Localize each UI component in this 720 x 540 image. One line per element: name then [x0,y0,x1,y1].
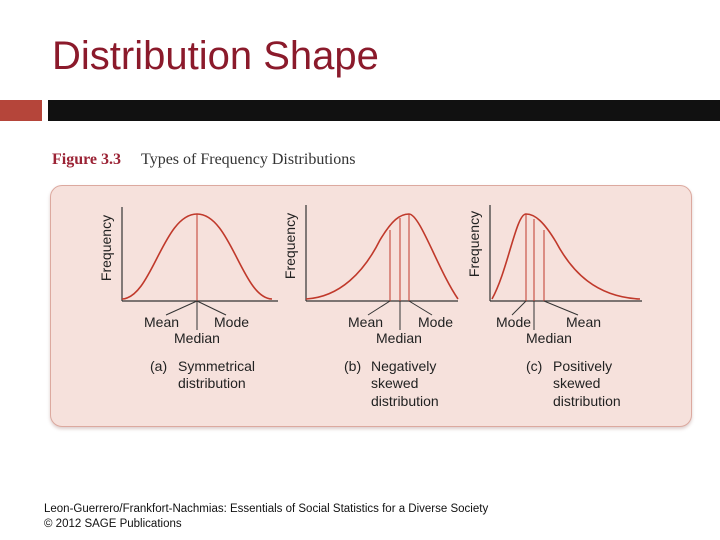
slide-title: Distribution Shape [52,34,379,78]
label-median-c: Median [526,330,572,346]
pointer-mean-b [367,300,391,316]
pointer-mode-b [408,300,433,316]
label-mode-b: Mode [418,314,453,330]
description-b-line1: Negatively [371,358,436,374]
description-c-line2: skewed [553,375,600,391]
panel-letter-c: (c) [526,358,542,374]
pointer-mean-a [165,300,198,316]
figure-panel [50,185,692,427]
label-mode-c: Mode [496,314,531,330]
footer-line-1: Leon-Guerrero/Frankfort-Nachmias: Essent… [44,503,489,515]
figure-title: Types of Frequency Distributions [141,151,356,168]
label-mode-a: Mode [214,314,249,330]
panel-negatively-skewed: Frequency Mean Mode Median (b) Negativel… [282,205,459,409]
panel-positively-skewed: Frequency Mode Mean Median (c) Positivel… [466,205,642,409]
description-c-line3: distribution [553,393,621,409]
label-mean-b: Mean [348,314,383,330]
label-median-b: Median [376,330,422,346]
description-b-line3: distribution [371,393,439,409]
description-b-line2: skewed [371,375,418,391]
label-mean-a: Mean [144,314,179,330]
y-axis-label-b: Frequency [282,213,298,279]
pointer-mode-c [511,300,527,316]
y-axis-label-c: Frequency [466,211,482,277]
pointer-mode-a [196,300,227,316]
title-divider-bar [48,100,720,121]
label-median-a: Median [174,330,220,346]
description-c-line1: Positively [553,358,612,374]
curve-negatively-skewed [305,213,459,300]
panel-letter-b: (b) [344,358,361,374]
panel-letter-a: (a) [150,358,167,374]
curve-symmetrical [121,213,273,300]
title-accent-block [0,100,42,121]
figure-caption: Figure 3.3 Types of Frequency Distributi… [52,151,355,169]
y-axis-label-a: Frequency [98,215,114,281]
footer-line-2: © 2012 SAGE Publications [44,518,182,530]
description-a-line1: Symmetrical [178,358,255,374]
figure-number: Figure 3.3 [52,151,122,168]
footer-citation: Leon-Guerrero/Frankfort-Nachmias: Essent… [44,502,488,532]
description-a-line2: distribution [178,375,246,391]
pointer-mean-c [543,300,579,316]
curve-positively-skewed [491,213,641,300]
panel-symmetrical: Frequency Mean Mode Median (a) Symmetric… [98,207,278,391]
label-mean-c: Mean [566,314,601,330]
